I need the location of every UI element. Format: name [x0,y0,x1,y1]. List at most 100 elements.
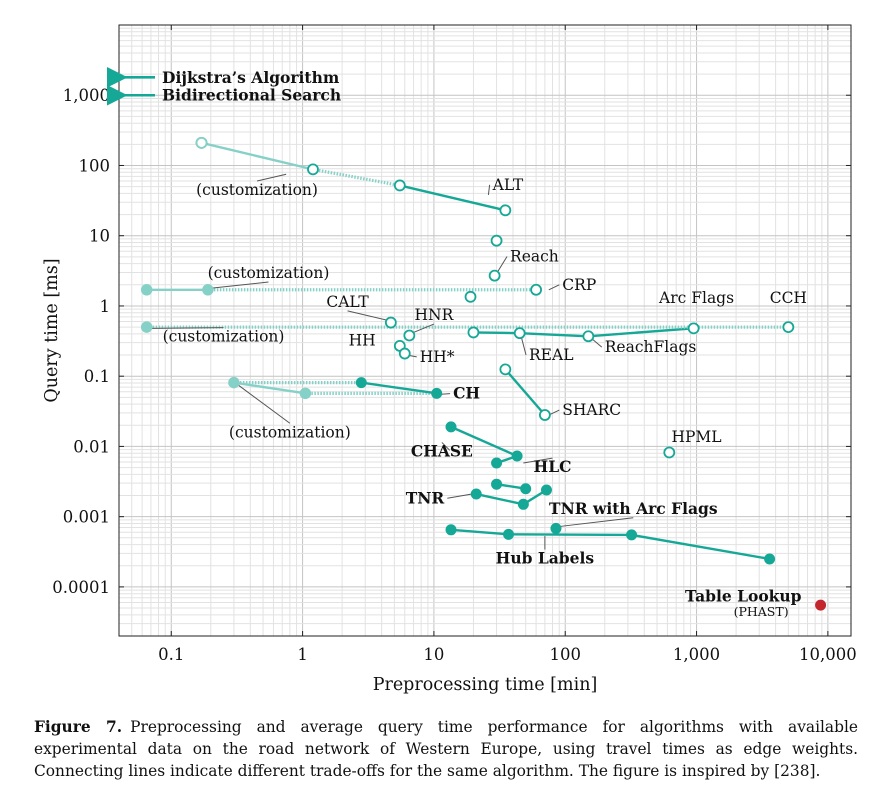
leader-hnr [413,323,435,333]
point-reach [464,290,477,303]
point-ch [355,377,367,389]
point-chase [445,421,457,433]
label-alt: ALT [492,176,524,194]
label-tnr: TNR [406,488,445,507]
point-hub-labels [445,524,457,536]
label-hh: HH* [420,348,455,366]
leader-reachflags [591,338,603,348]
label-cch: CCH [770,289,807,307]
label-crp: CRP [562,276,596,294]
leader-calt [347,310,389,322]
line-tnr [475,492,525,506]
point-hub-labels [626,529,638,541]
point-hh [398,347,411,360]
leader-customization [204,281,269,290]
plot-frame [118,24,852,637]
label-table-lookup: Table Lookup [685,586,802,605]
line-ch [360,381,438,395]
point-hub-labels [764,553,776,565]
point-real [513,327,526,340]
leader-reach [496,256,508,274]
point-alt [307,163,319,176]
point-crp [140,284,153,296]
point-hlc [491,478,503,490]
y-tick-label: 1 [100,297,111,316]
label-calt: CALT [326,293,369,311]
label-tnr-with-arc-flags: TNR with Arc Flags [549,499,718,518]
point-crp [202,284,214,296]
leader-real [520,335,527,356]
point-reachflags [582,330,595,343]
point-alt [393,179,406,192]
line-alt [398,184,507,212]
point-chase [511,450,523,462]
x-tick-label: 10 [423,645,444,664]
chart-figure: 0.1 1 10 100 1,000 10,000 0.0001 0.001 0.01 0.1 1 1… [42,24,857,695]
point-tnr [470,488,482,500]
line-reachflags [518,331,590,338]
label-reachflags: ReachFlags [605,338,697,356]
label-phast: (PHAST) [734,604,789,619]
point-hnr [403,329,416,342]
label-hlc: HLC [534,457,572,476]
leader-customization [237,384,291,424]
line-hub-labels [507,533,633,537]
point-real [467,326,480,339]
point-ch [431,387,443,399]
point-hlc [540,484,552,496]
point-arc-flags [687,322,700,335]
annotation-labels: ALT (customization) (customization) ReachCR… [163,176,807,619]
leader-customization [150,327,224,329]
line-ch [232,381,307,395]
figure-caption: Figure 7. Preprocessing and average query… [34,716,858,782]
leader-alt [487,184,491,196]
plot-area [119,25,851,636]
y-tick-label: 0.01 [73,437,110,456]
label-reach: Reach [510,247,559,265]
point-cch [782,321,795,333]
leader-tnr-with-arc-flags [557,517,634,528]
point-alt [499,204,512,217]
line-chase [449,425,519,458]
series-lines [145,141,789,561]
x-tick-label: 100 [549,645,581,664]
point-hpml [663,446,676,459]
y-tick-label: 0.0001 [52,578,110,597]
point-cch [140,321,153,333]
point-alt-customization [195,136,208,149]
label-chase: CHASE [411,441,473,460]
point-calt [384,316,397,329]
leader-crp [548,284,560,291]
label-hub-labels: Hub Labels [496,549,595,568]
y-tick-label: 0.1 [84,367,110,386]
leader-tnr [447,493,473,499]
point-ch [299,387,312,400]
label-hnr: HNR [415,306,455,324]
point-crp [530,283,542,296]
leader-hlc [523,457,553,464]
line-hub-labels [630,533,771,561]
caption-label: Figure 7. [34,718,123,736]
leader-chase [441,442,451,451]
line-alt [200,141,315,171]
x-tick-label: 0.1 [158,645,184,664]
point-hub-labels [503,528,515,540]
label-customization: (customization) [196,181,318,199]
line-real [472,331,521,335]
plot-axes: 0.1 1 10 100 1,000 10,000 0.0001 0.001 0.01 0.1 1 1… [42,24,857,695]
label-customization: (customization) [229,423,351,441]
point-ch [228,376,240,389]
line-hub-labels [449,528,510,536]
point-hlc [520,483,532,495]
label-arc-flags: Arc Flags [658,289,734,307]
point-sharc [538,409,551,421]
label-customization: (customization) [163,328,285,346]
plot-grid [119,25,851,636]
label-hpml: HPML [671,428,721,446]
series-points [140,136,827,611]
arrow-label-bidirectional-search: Bidirectional Search [162,86,341,105]
point-chase [491,457,503,469]
y-tick-label: 100 [79,156,111,175]
point-sharc [499,363,512,376]
